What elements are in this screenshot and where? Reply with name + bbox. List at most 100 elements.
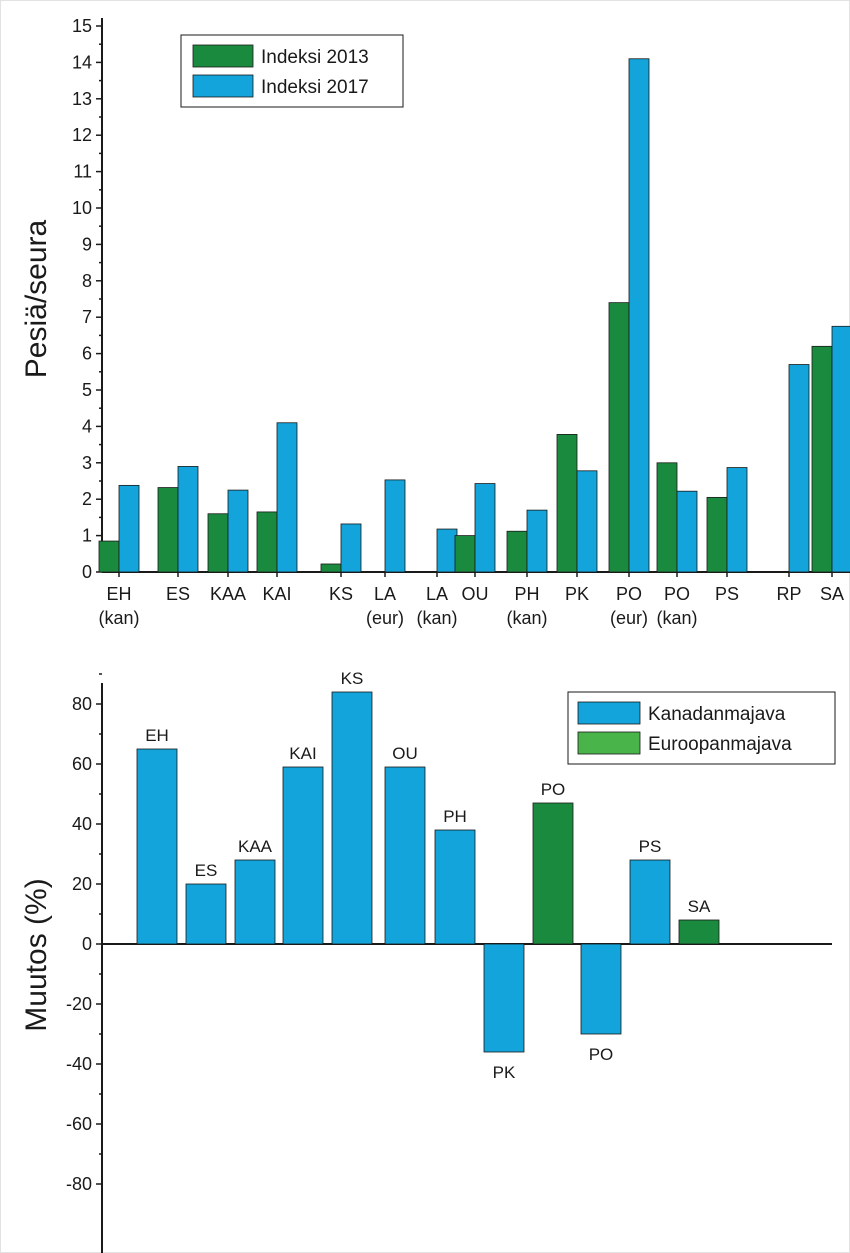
bar-eh-0 xyxy=(136,748,178,945)
y-axis-label: Muutos (%) xyxy=(20,878,53,1031)
y-tick-label: 12 xyxy=(72,125,92,145)
bar-2017-pk xyxy=(576,470,598,573)
bar-2017-es xyxy=(177,466,199,573)
x-tick-label-es: ES xyxy=(166,584,190,604)
y-tick-label: 7 xyxy=(82,307,92,327)
bar-es-1 xyxy=(185,883,227,945)
bar-2017-la-eur xyxy=(384,479,406,573)
bottom-chart: -80 -60 -40 -20 0 20 40 60 80 Muutos (%) EH ES KAA KA… xyxy=(20,669,836,1253)
y-tick-label: 11 xyxy=(73,162,92,182)
legend-label-indeksi-2013: Indeksi 2013 xyxy=(261,47,369,68)
y-tick-label: 4 xyxy=(82,416,92,436)
bar-2017-po-kan xyxy=(676,490,698,573)
x-tick-label-kaa: KAA xyxy=(210,584,246,604)
y-tick-label: 60 xyxy=(72,754,92,774)
y-tick-label: 3 xyxy=(82,453,92,473)
bar-label-ph: PH xyxy=(443,807,467,826)
legend-swatch-euroopanmajava xyxy=(577,731,641,755)
y-tick-label: 2 xyxy=(82,489,92,509)
bar-kaa-2 xyxy=(234,859,276,945)
bar-2013-kai xyxy=(256,511,278,573)
bar-ps-10 xyxy=(629,859,671,945)
bar-2013-ou xyxy=(454,535,476,573)
bar-2017-rp xyxy=(788,364,810,573)
bar-kai-3 xyxy=(282,766,324,945)
bar-ou-5 xyxy=(384,766,426,945)
y-tick-label: 6 xyxy=(82,344,92,364)
x-tick-sublabel: (kan) xyxy=(506,608,547,628)
bar-2017-kaa xyxy=(227,489,249,573)
bar-2017-ks xyxy=(340,523,362,573)
y-tick-label: 20 xyxy=(72,874,92,894)
bar-2017-la-kan xyxy=(436,528,458,573)
y-tick-label: -60 xyxy=(66,1114,92,1134)
legend-swatch-indeksi-2017 xyxy=(192,74,254,98)
x-tick-label-ks: KS xyxy=(329,584,353,604)
y-tick-label: 5 xyxy=(82,380,92,400)
bar-2013-ks xyxy=(320,563,342,573)
bar-label-kai: KAI xyxy=(289,744,316,763)
bar-2013-ps xyxy=(706,496,728,573)
y-tick-label: -20 xyxy=(66,994,92,1014)
y-tick-label: 14 xyxy=(72,52,92,72)
y-tick-label: -80 xyxy=(66,1174,92,1194)
x-tick-label-kai: KAI xyxy=(262,584,291,604)
x-tick-label-sa: SA xyxy=(820,584,844,604)
y-tick-label: 9 xyxy=(82,234,92,254)
x-tick-label-ou: OU xyxy=(462,584,489,604)
legend-swatch-indeksi-2013 xyxy=(192,44,254,68)
bar-label-ks: KS xyxy=(341,669,364,688)
bar-ks-4 xyxy=(331,691,373,945)
bar-2013-ph-kan xyxy=(506,530,528,573)
bar-label-kaa: KAA xyxy=(238,837,273,856)
bar-label-ou: OU xyxy=(392,744,418,763)
bar-po-8 xyxy=(532,802,574,945)
x-tick-label-ps: PS xyxy=(715,584,739,604)
legend-label-kanadanmajava: Kanadanmajava xyxy=(648,704,786,725)
y-tick-label: 0 xyxy=(82,562,92,582)
bar-label-po: PO xyxy=(589,1045,614,1064)
bar-sa-11 xyxy=(678,919,720,945)
y-tick-label: 80 xyxy=(72,694,92,714)
bar-label-pk: PK xyxy=(493,1063,516,1082)
legend-label-euroopanmajava: Euroopanmajava xyxy=(648,734,792,755)
bar-2013-eh-kan xyxy=(98,540,120,573)
legend-label-indeksi-2017: Indeksi 2017 xyxy=(261,77,369,98)
x-tick-sublabel: (eur) xyxy=(610,608,648,628)
y-tick-label: 15 xyxy=(72,16,92,36)
bar-2017-ph-kan xyxy=(526,509,548,573)
bar-2013-kaa xyxy=(207,513,229,573)
x-tick-label-po: PO xyxy=(616,584,642,604)
bar-pk-7 xyxy=(483,943,525,1053)
bar-2013-po-eur xyxy=(608,302,630,573)
top-chart: 0123456789101112131415Pesiä/seuraEH(kan)… xyxy=(20,16,850,628)
x-tick-label-eh: EH xyxy=(106,584,131,604)
x-tick-sublabel: (eur) xyxy=(366,608,404,628)
bar-label-sa: SA xyxy=(688,897,711,916)
bar-ph-6 xyxy=(434,829,476,945)
y-tick-label: 10 xyxy=(72,198,92,218)
y-axis-label: Pesiä/seura xyxy=(20,219,53,378)
bar-2017-ps xyxy=(726,467,748,573)
y-tick-label: 8 xyxy=(82,271,92,291)
y-tick-label: 0 xyxy=(82,934,92,954)
bar-2013-sa xyxy=(811,345,833,573)
x-tick-sublabel: (kan) xyxy=(416,608,457,628)
legend-swatch-kanadanmajava xyxy=(577,701,641,725)
y-tick-label: 13 xyxy=(72,89,92,109)
x-tick-label-la: LA xyxy=(374,584,396,604)
bar-2017-ou xyxy=(474,483,496,573)
y-tick-label: -40 xyxy=(66,1054,92,1074)
x-tick-sublabel: (kan) xyxy=(656,608,697,628)
bar-2017-sa xyxy=(831,325,850,573)
bar-2013-es xyxy=(157,487,179,573)
x-tick-label-pk: PK xyxy=(565,584,589,604)
x-tick-label-rp: RP xyxy=(776,584,801,604)
bar-po-9 xyxy=(580,943,622,1035)
y-tick-label: 40 xyxy=(72,814,92,834)
x-tick-sublabel: (kan) xyxy=(98,608,139,628)
bar-label-es: ES xyxy=(195,861,218,880)
bar-2017-eh-kan xyxy=(118,484,140,573)
bar-2013-pk xyxy=(556,434,578,573)
